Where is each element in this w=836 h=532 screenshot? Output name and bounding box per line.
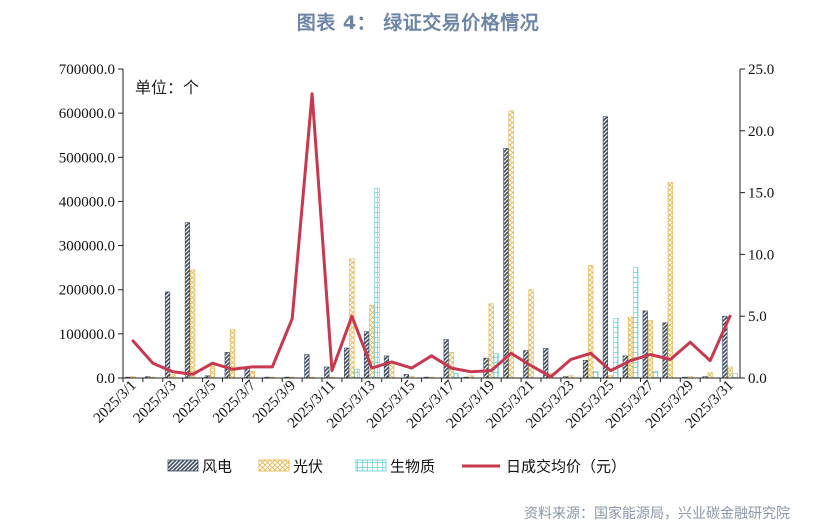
x-tick-label: 2025/3/3 [131,378,180,427]
biomass-bar [453,373,460,379]
solar-bar [727,366,733,379]
left-tick-label: 300000.0 [59,239,115,255]
wind-bar [582,360,589,379]
solar-bar [249,371,255,379]
price-line [131,92,732,379]
wind-bar [443,339,449,379]
legend-price-label: 日成交均价（元） [506,458,626,476]
left-tick-label: 400000.0 [59,194,115,210]
wind-bar [642,310,648,379]
x-tick-label: 2025/3/7 [210,377,259,426]
wind-bar [483,357,489,379]
biomass-bar [374,187,380,379]
solar-bar [190,269,196,379]
solar-bar [647,320,654,379]
solar-bar [588,265,594,379]
solar-bar [707,372,713,379]
wind-bar [622,355,628,379]
biomass-bar [593,371,599,379]
wind-bar [224,352,230,379]
wind-bar [662,322,668,379]
left-tick-label: 700000.0 [59,62,115,78]
right-tick-label: 10.0 [748,247,774,263]
solar-bar [209,364,216,379]
unit-label: 单位：个 [135,78,200,97]
left-tick-label: 600000.0 [59,106,115,122]
left-tick-label: 200000.0 [59,283,115,299]
wind-bar [304,354,310,379]
source-label: 资料来源：国家能源局，兴业碳金融研究院 [524,506,790,522]
x-tick-label: 2025/3/5 [170,378,219,427]
legend-biomass-label: 生物质 [390,458,435,476]
solar-bar [448,352,455,379]
solar-bar [667,182,673,379]
right-tick-label: 5.0 [748,309,767,325]
right-tick-label: 25.0 [748,62,774,78]
biomass-bar [732,373,738,379]
wind-bar [184,222,191,379]
wind-bar [344,347,350,379]
wind-bar [164,291,171,379]
solar-bar [170,374,176,379]
solar-bar [389,364,395,379]
solar-bar [627,316,634,379]
page-title: 图表 4： 绿证交易价格情况 [296,12,540,34]
biomass-bar [354,368,360,379]
left-tick-label: 100000.0 [59,327,115,343]
legend: 风电 光伏 生物质 日成交均价（元） [167,458,626,476]
legend-wind-label: 风电 [202,458,232,476]
right-tick-label: 20.0 [748,124,774,140]
bars-layer [125,110,738,379]
right-tick-label: 15.0 [748,186,774,202]
wind-bar [602,116,609,379]
left-tick-label: 0.0 [96,371,115,387]
biomass-bar [653,371,659,379]
wind-bar [383,355,390,379]
line-layer [131,92,732,379]
solar-bar [508,110,514,379]
left-tick-label: 500000.0 [59,150,115,166]
legend-solar-swatch [258,459,290,472]
biomass-bar [633,267,639,379]
wind-bar [503,148,509,379]
solar-bar [488,303,494,379]
legend-biomass-swatch [355,459,387,472]
wind-bar [324,366,330,379]
legend-wind-swatch [167,459,199,472]
right-tick-label: 0.0 [748,371,767,387]
legend-solar-label: 光伏 [293,458,323,476]
